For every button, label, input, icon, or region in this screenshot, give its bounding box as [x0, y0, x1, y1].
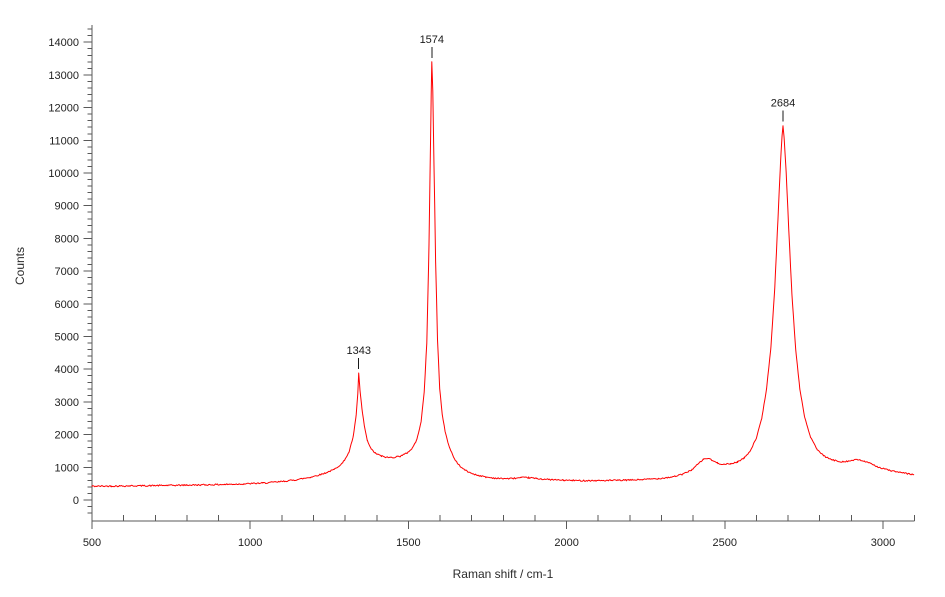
- y-tick-label: 10000: [48, 168, 79, 180]
- peak-label: 1343: [346, 345, 370, 357]
- x-tick-label: 1000: [238, 537, 262, 549]
- y-axis-title: Counts: [13, 246, 27, 286]
- spectrum-line: [91, 61, 915, 488]
- y-tick-label: 4000: [55, 364, 79, 376]
- peak-label: 2684: [771, 98, 795, 110]
- y-tick-label: 13000: [48, 70, 79, 82]
- x-tick-label: 2000: [554, 537, 578, 549]
- y-tick-label: 9000: [55, 201, 79, 213]
- y-tick-label: 14000: [48, 37, 79, 49]
- y-tick-label: 1000: [55, 462, 79, 474]
- y-tick-label: 0: [73, 495, 79, 507]
- x-axis-title: Raman shift / cm-1: [452, 567, 554, 581]
- y-tick-label: 2000: [55, 430, 79, 442]
- x-tick-label: 1500: [396, 537, 420, 549]
- y-tick-label: 6000: [55, 299, 79, 311]
- y-tick-label: 8000: [55, 233, 79, 245]
- x-tick-label: 500: [83, 537, 101, 549]
- y-tick-label: 7000: [55, 266, 79, 278]
- y-tick-label: 3000: [55, 397, 79, 409]
- x-tick-label: 3000: [871, 537, 895, 549]
- y-tick-label: 5000: [55, 332, 79, 344]
- peak-label: 1574: [420, 34, 444, 46]
- y-tick-label: 11000: [49, 135, 79, 147]
- x-tick-label: 2500: [713, 537, 737, 549]
- y-tick-label: 12000: [48, 103, 79, 115]
